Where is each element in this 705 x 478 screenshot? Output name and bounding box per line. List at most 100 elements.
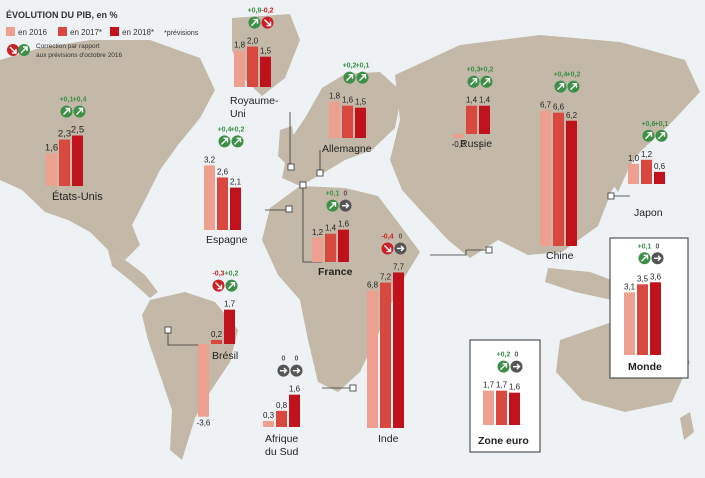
value-label-japon-2018: 0,6 <box>654 162 666 171</box>
value-label-chine-2018: 6,2 <box>566 111 578 120</box>
value-label-russie-2016: -0,2 <box>452 140 466 149</box>
correction-arrow-glyph <box>293 367 301 374</box>
bar-group-france: 1,2 1,4 1,6 +0,1 0 France <box>312 191 353 278</box>
value-label-zone-euro-2018: 1,6 <box>509 383 521 392</box>
country-label-zone-euro: Zone euro <box>478 435 529 447</box>
correction-label-allemagne-2017: +0,2 <box>343 63 357 70</box>
legend-label-2018: en 2018* <box>122 28 154 37</box>
north-america-landmass <box>0 40 215 260</box>
value-label-chine-2016: 6,7 <box>540 101 552 110</box>
leader-marker-bresil <box>164 326 172 334</box>
value-label-russie-2018: 1,4 <box>479 96 491 105</box>
new-zealand-landmass <box>680 412 694 440</box>
central-america-landmass <box>108 250 158 298</box>
value-label-japon-2017: 1,2 <box>641 150 653 159</box>
value-label-afrique-du-sud-2016: 0,3 <box>263 411 275 420</box>
correction-label-france-2017: +0,1 <box>326 191 340 198</box>
correction-label-afrique-du-sud-2017: 0 <box>282 356 286 363</box>
correction-arrow-glyph <box>384 244 392 253</box>
bar-allemagne-2016 <box>329 101 340 138</box>
country-label-chine: Chine <box>546 250 574 262</box>
bar-group-chine: 6,7 6,66,2 +0,4 +0,2 Chine <box>540 72 581 262</box>
country-label-etats-unis: États-Unis <box>52 190 103 203</box>
bar-royaume-uni-2017 <box>247 46 258 87</box>
country-label-espagne: Espagne <box>206 234 248 246</box>
legend-label-2017: en 2017* <box>70 28 102 37</box>
value-label-monde-2017: 3,5 <box>637 274 649 283</box>
value-label-bresil-2017: 0,2 <box>211 330 223 339</box>
japan-landmass <box>610 150 628 192</box>
value-label-bresil-2016: -3,6 <box>197 419 211 428</box>
correction-label-japon-2017: +0,6 <box>642 121 656 128</box>
correction-arrow-glyph <box>280 367 288 374</box>
correction-label-bresil-2018: +0,2 <box>225 271 239 278</box>
correction-label-inde-2018: 0 <box>399 233 403 240</box>
bar-afrique-du-sud-2016 <box>263 420 274 427</box>
bar-monde-2017 <box>637 284 648 355</box>
bar-france-2018 <box>338 229 349 262</box>
bar-bresil-2018 <box>224 309 235 344</box>
uk-landmass <box>278 126 296 166</box>
correction-arrow-glyph <box>654 255 662 262</box>
country-label-royaume-uni-line1: Royaume- <box>230 95 279 107</box>
southeast-asia-landmass <box>545 268 625 300</box>
correction-label-bresil-2017: -0,3 <box>212 271 224 278</box>
correction-arrow-glyph <box>251 18 259 27</box>
value-label-zone-euro-2016: 1,7 <box>483 381 495 390</box>
bar-chine-2016 <box>540 110 551 246</box>
bar-bresil-2017 <box>211 339 222 344</box>
correction-label-chine-2018: +0,2 <box>567 72 581 79</box>
correction-arrow-glyph <box>470 78 478 86</box>
bar-group-inde: 6,87,27,7 -0,4 0 Inde <box>367 233 407 445</box>
leader-marker-japon <box>607 192 615 200</box>
leader-marker-inde <box>485 246 493 254</box>
country-label-japon: Japon <box>634 207 663 219</box>
correction-arrow-glyph <box>264 19 272 27</box>
bar-japon-2017 <box>641 159 652 184</box>
bar-france-2017 <box>325 233 336 262</box>
value-label-allemagne-2018: 1,5 <box>355 98 367 107</box>
chart-title: ÉVOLUTION DU PIB, en % <box>6 10 118 20</box>
value-label-etats-unis-2016: 1,6 <box>45 143 58 154</box>
leader-marker-espagne <box>285 205 293 213</box>
leader-marker-afrique-du-sud <box>349 384 357 392</box>
correction-arrow-glyph <box>570 82 578 91</box>
correction-label-chine-2017: +0,4 <box>554 72 568 79</box>
correction-label-zone-euro-2017: +0,2 <box>497 352 511 359</box>
correction-label-allemagne-2018: +0,1 <box>356 63 370 70</box>
correction-label-russie-2018: +0,2 <box>480 67 494 74</box>
leader-lines <box>164 112 630 392</box>
correction-arrow-glyph <box>557 82 565 91</box>
value-label-etats-unis-2017: 2,3 <box>58 129 71 140</box>
leader-marker-france <box>299 181 307 189</box>
value-label-monde-2016: 3,1 <box>624 282 636 291</box>
leader-inde <box>430 249 488 256</box>
bar-espagne-2017 <box>217 177 228 230</box>
bar-japon-2018 <box>654 171 665 184</box>
correction-arrow-glyph <box>329 201 337 210</box>
correction-arrow-glyph <box>397 245 405 252</box>
value-label-zone-euro-2017: 1,7 <box>496 381 508 390</box>
value-label-royaume-uni-2017: 2,0 <box>247 37 259 46</box>
bar-royaume-uni-2016 <box>234 50 245 87</box>
bar-group-monde: 3,13,5 3,6 +0,1 0 Monde <box>624 243 664 373</box>
bar-group-japon: 1,0 1,20,6 +0,6 +0,1 Japon <box>628 121 669 219</box>
chart-header: ÉVOLUTION DU PIB, en % en 2016 en 2017* … <box>6 10 199 59</box>
bar-chine-2017 <box>553 112 564 247</box>
correction-note-line2: aux prévisions d'octobre 2016 <box>36 52 123 59</box>
correction-label-espagne-2018: +0,2 <box>231 126 245 133</box>
correction-arrow-glyph <box>76 107 84 115</box>
bar-russie-2017 <box>466 105 477 134</box>
country-label-inde: Inde <box>378 433 399 445</box>
legend-swatch-2018 <box>110 27 119 36</box>
correction-label-royaume-uni-2017: +0,9 <box>248 8 262 15</box>
value-label-allemagne-2017: 1,6 <box>342 96 354 105</box>
correction-label-russie-2017: +0,3 <box>467 67 481 74</box>
bar-monde-2016 <box>624 292 635 355</box>
correction-label-zone-euro-2018: 0 <box>515 352 519 359</box>
bar-etats-unis-2016 <box>46 153 57 186</box>
correction-label-etats-unis-2017: +0,1 <box>60 97 74 104</box>
